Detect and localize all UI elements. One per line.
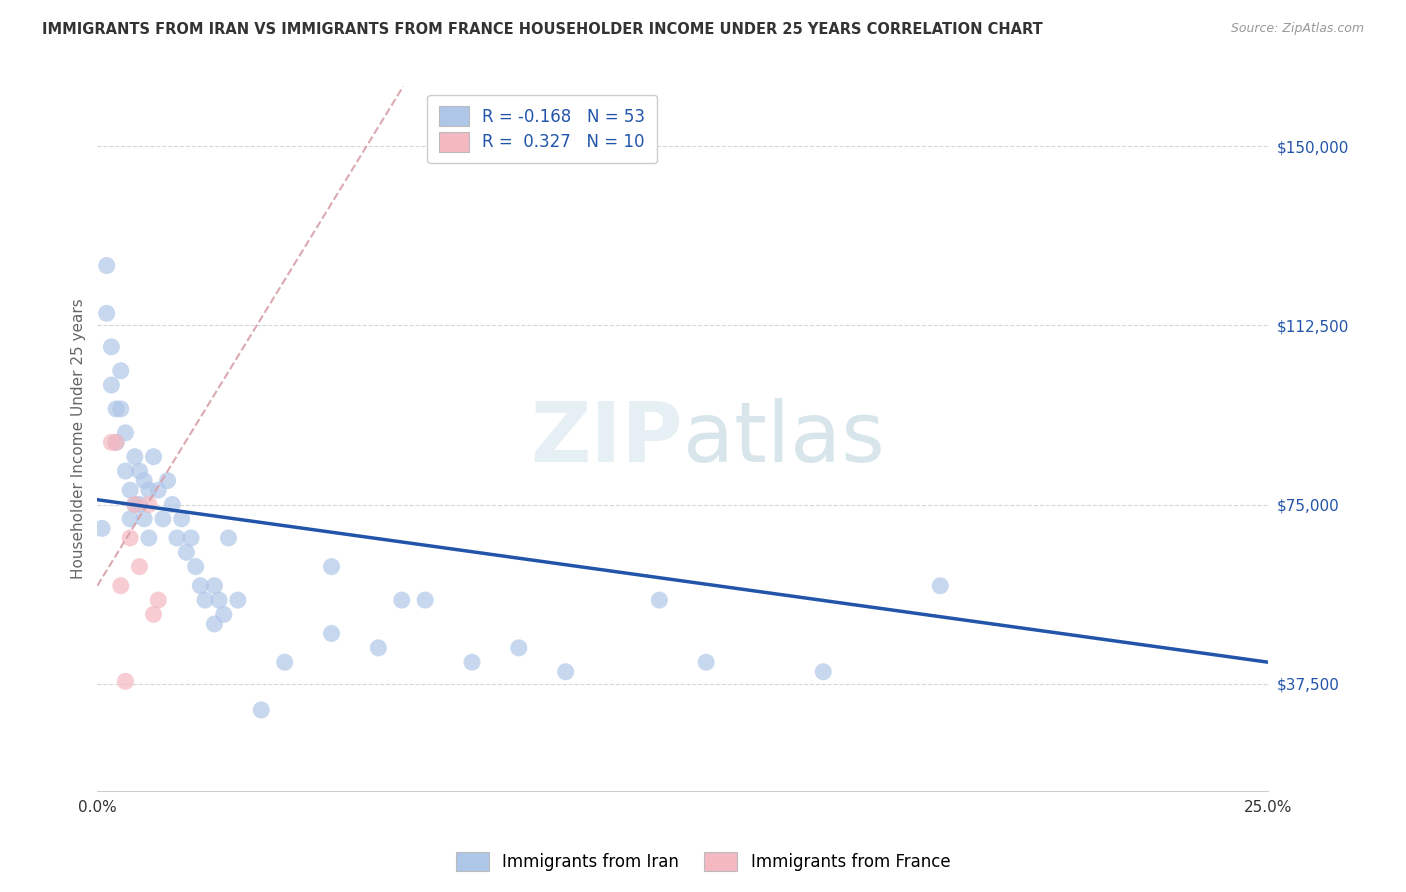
Point bbox=[128, 464, 150, 478]
Point bbox=[204, 617, 226, 632]
Point bbox=[110, 401, 132, 416]
Point bbox=[554, 665, 576, 679]
Point bbox=[461, 655, 484, 669]
Point bbox=[114, 464, 136, 478]
Point bbox=[250, 703, 273, 717]
Point bbox=[124, 450, 146, 464]
Point bbox=[114, 674, 136, 689]
Text: atlas: atlas bbox=[683, 399, 884, 479]
Point bbox=[929, 579, 952, 593]
Point bbox=[508, 640, 530, 655]
Point bbox=[212, 607, 235, 622]
Point bbox=[120, 512, 142, 526]
Point bbox=[134, 474, 156, 488]
Point bbox=[148, 483, 170, 498]
Legend: R = -0.168   N = 53, R =  0.327   N = 10: R = -0.168 N = 53, R = 0.327 N = 10 bbox=[427, 95, 657, 163]
Point bbox=[152, 512, 174, 526]
Legend: Immigrants from Iran, Immigrants from France: Immigrants from Iran, Immigrants from Fr… bbox=[447, 843, 959, 880]
Point bbox=[105, 401, 128, 416]
Point bbox=[128, 559, 150, 574]
Point bbox=[96, 306, 118, 320]
Point bbox=[138, 498, 160, 512]
Point bbox=[156, 474, 179, 488]
Point bbox=[114, 425, 136, 440]
Point bbox=[120, 483, 142, 498]
Text: ZIP: ZIP bbox=[530, 399, 683, 479]
Point bbox=[110, 579, 132, 593]
Point bbox=[138, 531, 160, 545]
Y-axis label: Householder Income Under 25 years: Householder Income Under 25 years bbox=[72, 299, 86, 579]
Point bbox=[194, 593, 217, 607]
Point bbox=[91, 521, 114, 535]
Point bbox=[110, 364, 132, 378]
Point bbox=[105, 435, 128, 450]
Point bbox=[166, 531, 188, 545]
Point bbox=[100, 340, 122, 354]
Point bbox=[105, 435, 128, 450]
Point bbox=[120, 531, 142, 545]
Point bbox=[391, 593, 413, 607]
Point bbox=[204, 579, 226, 593]
Point bbox=[321, 626, 343, 640]
Point bbox=[218, 531, 240, 545]
Point bbox=[162, 498, 184, 512]
Point bbox=[134, 512, 156, 526]
Point bbox=[142, 450, 165, 464]
Point bbox=[648, 593, 671, 607]
Point bbox=[184, 559, 207, 574]
Text: IMMIGRANTS FROM IRAN VS IMMIGRANTS FROM FRANCE HOUSEHOLDER INCOME UNDER 25 YEARS: IMMIGRANTS FROM IRAN VS IMMIGRANTS FROM … bbox=[42, 22, 1043, 37]
Point bbox=[176, 545, 198, 559]
Point bbox=[367, 640, 389, 655]
Text: Source: ZipAtlas.com: Source: ZipAtlas.com bbox=[1230, 22, 1364, 36]
Point bbox=[180, 531, 202, 545]
Point bbox=[96, 259, 118, 273]
Point bbox=[138, 483, 160, 498]
Point bbox=[208, 593, 231, 607]
Point bbox=[170, 512, 193, 526]
Point bbox=[124, 498, 146, 512]
Point bbox=[100, 378, 122, 392]
Point bbox=[190, 579, 212, 593]
Point bbox=[142, 607, 165, 622]
Point bbox=[273, 655, 295, 669]
Point bbox=[124, 498, 146, 512]
Point bbox=[226, 593, 249, 607]
Point bbox=[100, 435, 122, 450]
Point bbox=[695, 655, 717, 669]
Point bbox=[128, 498, 150, 512]
Point bbox=[813, 665, 835, 679]
Point bbox=[321, 559, 343, 574]
Point bbox=[148, 593, 170, 607]
Point bbox=[413, 593, 436, 607]
